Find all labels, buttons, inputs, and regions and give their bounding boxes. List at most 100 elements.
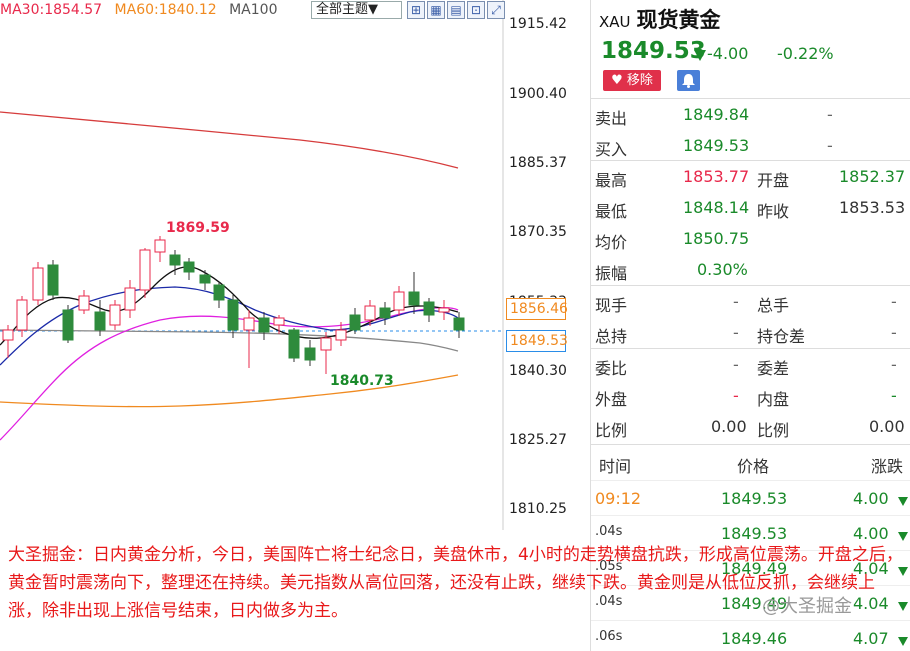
tick-price: 1849.49 [721, 559, 788, 578]
candle-body [349, 314, 361, 331]
candle-body [320, 337, 332, 351]
ratio-row: 委比 - 委差 - [595, 355, 897, 378]
candlestick-group [2, 236, 465, 374]
ma-magenta-line [0, 307, 459, 441]
tick-price: 1849.53 [721, 489, 788, 508]
candle-body [243, 317, 255, 331]
candle-body [453, 317, 465, 331]
sell-row: 卖出 1849.84 - [595, 105, 833, 128]
symbol-code: XAU [599, 13, 631, 31]
watermark-text: @大圣掘金 [762, 596, 852, 617]
candle-body [47, 264, 59, 296]
outer-inner-row: 外盘 - 内盘 - [595, 386, 897, 409]
amplitude-row: 振幅 0.30% [595, 260, 748, 283]
candle-body [183, 261, 195, 273]
candle-body [379, 307, 391, 319]
tick-change: 4.00 [853, 489, 889, 508]
high-annotation: 1869.59 [166, 220, 230, 236]
candle-body [227, 299, 239, 331]
candle-body [438, 307, 450, 313]
y-tick-label: 1900.40 [509, 86, 567, 102]
candle-body [199, 274, 211, 284]
hold-row: 总持 - 持仓差 - [595, 323, 897, 346]
y-tick-label: 1885.37 [509, 155, 567, 171]
y-tick-label: 1840.30 [509, 363, 567, 379]
symbol-name: 现货黄金 [636, 8, 721, 32]
tick-row: .04s 1849.53 4.00 [591, 515, 910, 549]
price-change: -4.00 [707, 44, 749, 63]
candle-body [124, 287, 136, 311]
tick-row: .06s 1849.46 4.07 [591, 620, 910, 651]
candle-body [273, 317, 285, 326]
candle-body [139, 249, 151, 291]
tick-change: 4.04 [853, 559, 889, 578]
candle-body [258, 317, 270, 333]
candle-body [109, 304, 121, 326]
chart-settings-icon[interactable]: ⊡ [467, 1, 485, 19]
y-tick-label: 1825.27 [509, 432, 567, 448]
tick-row: .04s 1849.49 4.04 [591, 585, 910, 619]
zoom-in-icon[interactable]: ⊞ [407, 1, 425, 19]
tick-change: 4.00 [853, 524, 889, 543]
candle-body [423, 301, 435, 316]
kline-chart[interactable]: MA30:1854.57 MA60:1840.12 MA100 全部主题▼ ⊞ … [0, 0, 590, 651]
tick-row: 09:12 1849.53 4.00 [591, 480, 910, 514]
ma30-line [0, 111, 459, 169]
buy-row: 买入 1849.53 - [595, 136, 833, 159]
candle-body [408, 291, 420, 306]
tick-price: 1849.53 [721, 524, 788, 543]
candle-body [169, 254, 181, 266]
tick-time: .04s [595, 524, 623, 539]
y-tick-label: 1915.42 [509, 16, 567, 32]
candle-body [2, 329, 14, 341]
tick-row: .05s 1849.49 4.04 [591, 550, 910, 584]
upper-price-tag: 1856.46 [506, 298, 568, 320]
tick-price: 1849.46 [721, 629, 788, 648]
tick-time: .04s [595, 594, 623, 609]
fullscreen-icon[interactable]: ⤢ [487, 1, 505, 19]
y-tick-label: 1810.25 [509, 501, 567, 517]
avg-row: 均价 1850.75 [595, 229, 750, 252]
chart-bars-icon[interactable]: ▤ [447, 1, 465, 19]
tick-change: 4.04 [853, 594, 889, 613]
current-price-tag: 1849.53 [506, 330, 568, 352]
candle-body [62, 309, 74, 341]
candle-body [288, 329, 300, 359]
quote-panel: XAU 现货黄金 1849.53 -4.00 -0.22% ♥ 移除 卖出 184… [590, 0, 910, 651]
theme-select[interactable]: 全部主题▼ [311, 1, 402, 19]
hand-row: 现手 - 总手 - [595, 292, 897, 315]
ticks-header: 时间 价格 涨跌 [599, 457, 904, 476]
chart-grid-icon[interactable]: ▦ [427, 1, 445, 19]
ma60-label: MA60:1840.12 [114, 2, 217, 18]
down-arrow-icon [691, 45, 706, 64]
ma-legend: MA30:1854.57 MA60:1840.12 MA100 [0, 2, 285, 18]
candle-body [16, 299, 28, 331]
remove-watchlist-button[interactable]: ♥ 移除 [603, 70, 661, 91]
tick-time: 09:12 [595, 489, 642, 508]
ma-blue-line [0, 286, 459, 366]
high-open-row: 最高 1853.77 开盘 1852.37 [595, 167, 906, 190]
candle-body [213, 284, 225, 301]
candle-body [304, 347, 316, 361]
tick-price: 1849.49 [721, 594, 788, 613]
candle-body [78, 295, 90, 311]
price-change-pct: -0.22% [777, 44, 834, 63]
tick-change: 4.07 [853, 629, 889, 648]
last-price: 1849.53 [601, 38, 706, 64]
kline-chart-canvas[interactable] [0, 0, 590, 651]
low-annotation: 1840.73 [330, 373, 394, 389]
analysis-text: 大圣掘金：日内黄金分析，今日，美国阵亡将士纪念日，美盘休市，4小时的走势横盘抗跌… [8, 545, 903, 621]
candle-body [335, 329, 347, 341]
candle-body [393, 291, 405, 311]
candle-body [32, 267, 44, 301]
ma-short-line [0, 266, 459, 346]
ma30-label: MA30:1854.57 [0, 2, 103, 18]
alert-bell-icon[interactable] [677, 70, 700, 91]
tick-time: .06s [595, 629, 623, 644]
candle-body [364, 305, 376, 321]
tick-time: .05s [595, 559, 623, 574]
symbol-title: XAU 现货黄金 [599, 4, 721, 34]
low-prev-row: 最低 1848.14 昨收 1853.53 [595, 198, 906, 221]
proportion-row: 比例 0.00 比例 0.00 [595, 417, 905, 440]
ma100-label: MA100 [229, 2, 278, 18]
